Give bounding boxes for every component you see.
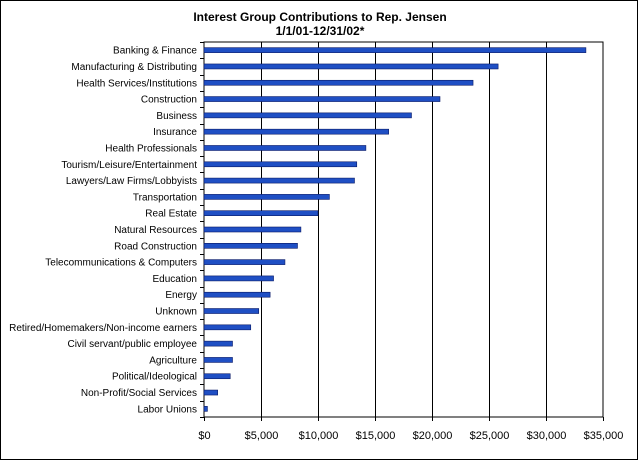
x-tick-label: $35,000 <box>584 430 624 442</box>
bar <box>203 406 208 412</box>
bar <box>203 128 389 135</box>
bar <box>203 112 412 119</box>
category-label: Civil servant/public employee <box>67 339 197 350</box>
bar <box>203 226 302 233</box>
category-label: Political/Ideological <box>112 372 197 383</box>
bar <box>203 63 499 70</box>
chart-title: Interest Group Contributions to Rep. Jen… <box>193 10 447 24</box>
category-label: Construction <box>141 95 197 106</box>
category-label: Natural Resources <box>114 225 197 236</box>
bar <box>203 291 271 298</box>
category-label: Agriculture <box>149 355 197 366</box>
bar <box>203 79 474 86</box>
bar <box>203 324 252 331</box>
x-tick-label: $5,000 <box>245 430 279 442</box>
bar <box>203 47 587 53</box>
category-label: Labor Unions <box>138 404 197 415</box>
category-label: Non-Profit/Social Services <box>81 388 197 399</box>
category-label: Banking & Finance <box>113 46 197 57</box>
bar <box>203 194 330 200</box>
x-tick-label: $15,000 <box>356 430 396 442</box>
category-label: Business <box>156 111 197 122</box>
bar <box>203 161 358 168</box>
bar <box>203 243 298 249</box>
x-tick-label: $0 <box>198 430 210 442</box>
category-label: Energy <box>165 290 197 301</box>
bar <box>203 96 441 102</box>
category-label: Transportation <box>133 192 197 203</box>
x-tick-label: $30,000 <box>527 430 567 442</box>
category-label: Insurance <box>153 127 197 138</box>
bar <box>203 357 233 363</box>
bar <box>203 340 233 347</box>
x-tick-label: $25,000 <box>470 430 510 442</box>
category-label: Telecommunications & Computers <box>45 258 197 269</box>
category-label: Education <box>153 274 197 285</box>
bar <box>203 259 286 265</box>
category-label: Health Professionals <box>105 143 197 154</box>
category-label: Retired/Homemakers/Non-income earners <box>9 323 197 334</box>
category-label: Unknown <box>155 307 197 318</box>
category-label: Manufacturing & Distributing <box>71 62 197 73</box>
bar <box>203 389 218 396</box>
category-label: Road Construction <box>114 241 197 252</box>
x-tick-label: $10,000 <box>299 430 339 442</box>
bar <box>203 275 274 282</box>
bar <box>203 145 367 151</box>
bar <box>203 210 319 216</box>
bar <box>203 373 231 380</box>
category-label: Lawyers/Law Firms/Lobbyists <box>66 176 197 187</box>
bar <box>203 308 260 314</box>
category-label: Real Estate <box>145 209 197 220</box>
bar <box>203 177 355 184</box>
x-tick-label: $20,000 <box>413 430 453 442</box>
category-label: Tourism/Leisure/Entertainment <box>61 160 197 171</box>
chart-subtitle: 1/1/01-12/31/02* <box>275 24 365 38</box>
category-label: Health Services/Institutions <box>76 78 197 89</box>
